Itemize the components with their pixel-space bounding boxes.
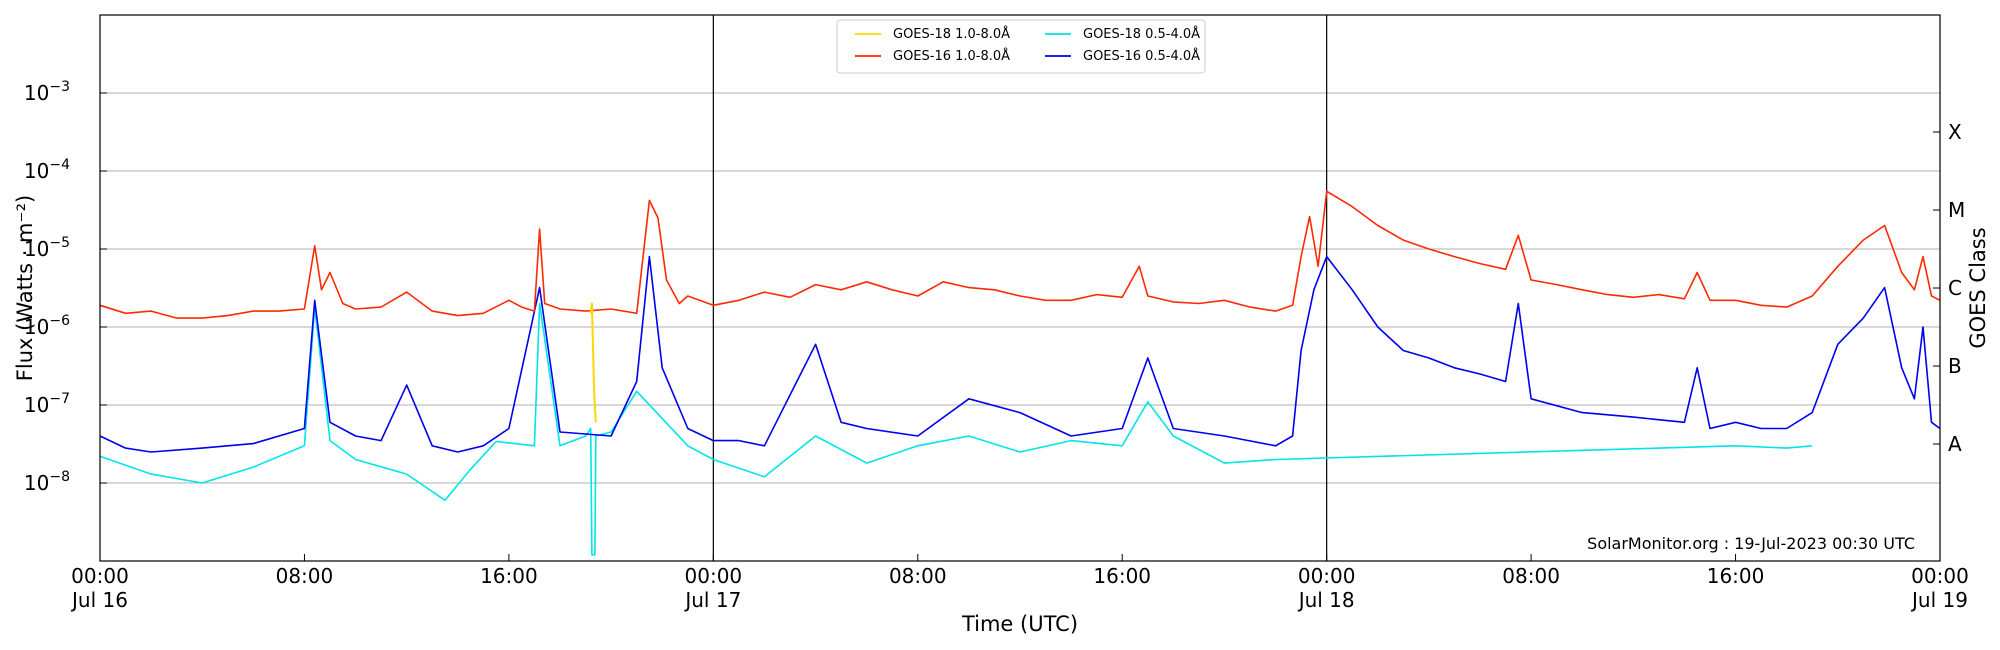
- goes-class-ticks: A B C M X: [1933, 120, 1965, 456]
- x-tick-label: 08:00: [889, 564, 947, 588]
- y-tick-label: 10−4: [24, 157, 70, 183]
- x-tick-date-label: Jul 17: [683, 588, 741, 612]
- class-tick-label: M: [1948, 198, 1965, 222]
- series-lines: [99, 190, 1941, 556]
- legend-label: GOES-16 0.5-4.0Å: [1083, 48, 1200, 64]
- day-boundary-lines: [712, 15, 1328, 561]
- y-axis-ticks: 10−8 10−7 10−6 10−5 10−4 10−3: [24, 79, 107, 495]
- x-tick-date-label: Jul 16: [70, 588, 128, 612]
- legend-box: [836, 19, 1206, 74]
- class-tick-label: B: [1948, 354, 1962, 378]
- class-tick-label: A: [1948, 432, 1962, 456]
- class-tick-label: C: [1948, 276, 1962, 300]
- series-line: [589, 302, 597, 423]
- legend: GOES-18 1.0-8.0Å GOES-16 1.0-8.0Å GOES-18 …: [836, 19, 1206, 74]
- x-tick-label: 00:00: [1298, 564, 1356, 588]
- legend-label: GOES-18 0.5-4.0Å: [1083, 26, 1200, 42]
- x-tick-label: 16:00: [480, 564, 538, 588]
- x-tick-label: 08:00: [276, 564, 334, 588]
- y-tick-label: 10−3: [24, 79, 70, 105]
- x-tick-date-label: Jul 19: [1910, 588, 1968, 612]
- y2-axis-title: GOES Class: [1966, 227, 1990, 348]
- x-tick-label: 16:00: [1707, 564, 1765, 588]
- x-tick-label: 16:00: [1093, 564, 1151, 588]
- watermark-annotation: SolarMonitor.org : 19-Jul-2023 00:30 UTC: [1587, 534, 1915, 553]
- x-tick-label: 00:00: [685, 564, 743, 588]
- y-tick-label: 10−6: [24, 313, 70, 339]
- series-line: [99, 302, 1813, 556]
- x-tick-label: 00:00: [1911, 564, 1969, 588]
- y-tick-label: 10−5: [24, 235, 70, 261]
- series-line: [99, 255, 1941, 453]
- plot-background: [100, 15, 1940, 561]
- y-axis-title: Flux (Watts · m⁻²): [13, 195, 37, 381]
- class-tick-label: X: [1948, 120, 1962, 144]
- legend-label: GOES-18 1.0-8.0Å: [893, 26, 1010, 42]
- y-tick-label: 10−7: [24, 391, 70, 417]
- x-tick-date-label: Jul 18: [1297, 588, 1355, 612]
- x-tick-label: 00:00: [71, 564, 129, 588]
- grid-lines: [100, 92, 1940, 484]
- series-line: [99, 190, 1941, 319]
- legend-label: GOES-16 1.0-8.0Å: [893, 48, 1010, 64]
- y-tick-label: 10−8: [24, 469, 70, 495]
- x-tick-label: 08:00: [1502, 564, 1560, 588]
- x-axis-title: Time (UTC): [961, 612, 1078, 636]
